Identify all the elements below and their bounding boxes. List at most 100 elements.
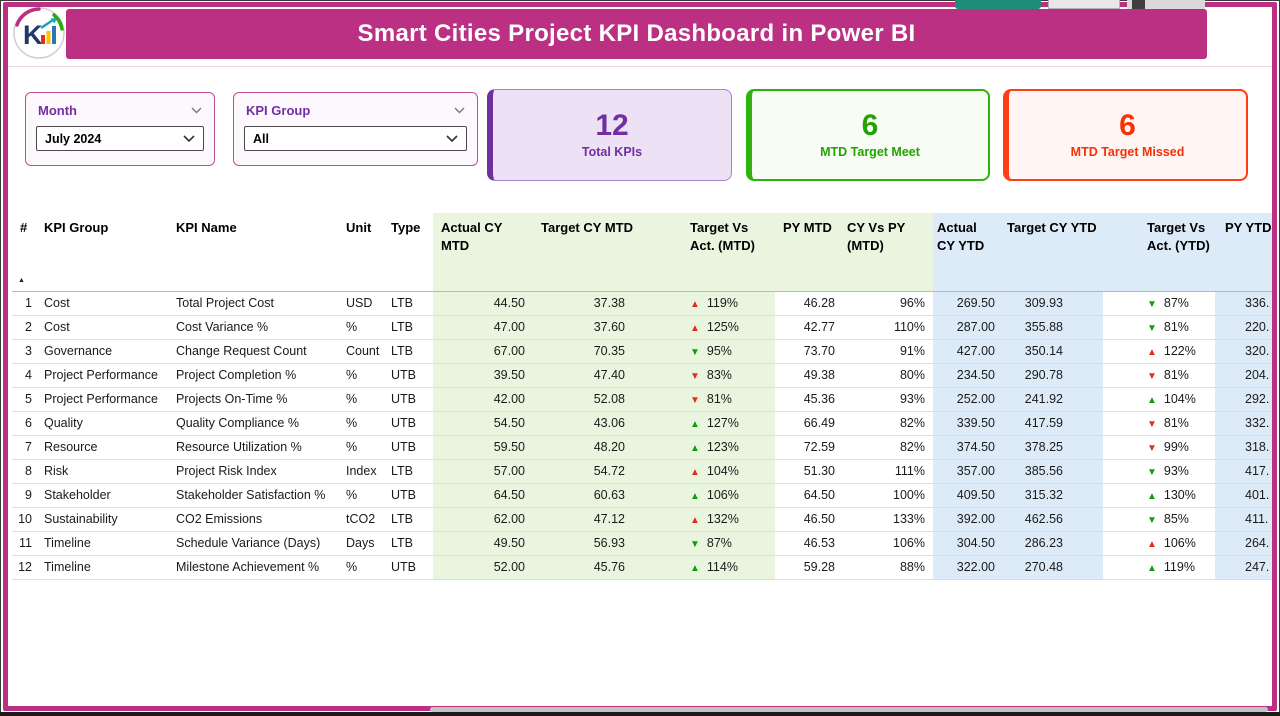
variance-percent: 95% — [706, 344, 732, 358]
up-arrow-icon: ▲ — [1147, 563, 1157, 574]
mtd-target-missed-label: MTD Target Missed — [1070, 145, 1185, 159]
cell-target-mtd: 70.35 — [533, 339, 635, 364]
window-bottom-edge — [0, 712, 1280, 716]
kpi-table-row[interactable]: 9 Stakeholder Stakeholder Satisfaction %% U… — [12, 483, 1272, 508]
col-header-py-mtd[interactable]: PY MTD — [775, 213, 839, 292]
cell-actual-ytd: 374.50 — [933, 435, 997, 460]
cell-target-ytd: 378.25 — [997, 435, 1103, 460]
kpi-table-row[interactable]: 1 Cost Total Project Cost USD LTB 44.50 37.38 ▲… — [12, 291, 1272, 316]
chevron-down-icon[interactable] — [191, 107, 202, 114]
kpi-table-container: # ▲ KPI Group KPI Name Unit Type Actual … — [12, 213, 1272, 595]
cell-tva-ytd: ▼ 87% — [1103, 291, 1215, 316]
col-header-index-label: # — [20, 220, 28, 235]
cell-py-ytd: 264. — [1215, 531, 1272, 556]
cell-name: Projects On-Time % — [174, 387, 346, 412]
kpi-logo: K — [13, 7, 65, 59]
cell-actual-mtd: 67.00 — [433, 339, 533, 364]
cell-target-ytd: 462.56 — [997, 507, 1103, 532]
cell-actual-mtd: 64.50 — [433, 483, 533, 508]
cell-unit: % — [346, 315, 391, 340]
cell-num: 10 — [12, 507, 42, 532]
cell-tva-mtd: ▲ 125% — [635, 315, 775, 340]
down-arrow-icon: ▼ — [1147, 443, 1157, 454]
cell-type: UTB — [391, 411, 433, 436]
cell-unit: Index — [346, 459, 391, 484]
cell-unit: Count — [346, 339, 391, 364]
cell-target-ytd: 290.78 — [997, 363, 1103, 388]
cell-group: Stakeholder — [42, 483, 174, 508]
kpi-table-row[interactable]: 8 Risk Project Risk Index Index LTB 57.00 54.7… — [12, 459, 1272, 484]
kpi-table-row[interactable]: 10 Sustainability CO2 Emissions tCO2 LTB 62.0… — [12, 507, 1272, 532]
kpi-table-row[interactable]: 4 Project Performance Project Completion %… — [12, 363, 1272, 388]
cell-tva-mtd: ▲ 106% — [635, 483, 775, 508]
col-header-type[interactable]: Type — [391, 213, 433, 292]
table-header-row: # ▲ KPI Group KPI Name Unit Type Actual … — [12, 213, 1272, 292]
cell-target-mtd: 37.38 — [533, 291, 635, 316]
cell-tva-ytd: ▼ 99% — [1103, 435, 1215, 460]
kpi-table-row[interactable]: 5 Project Performance Projects On-Time %% U… — [12, 387, 1272, 412]
cell-actual-mtd: 52.00 — [433, 555, 533, 580]
window-chrome-fragment — [955, 0, 1041, 9]
cell-tva-ytd: ▲ 104% — [1103, 387, 1215, 412]
month-dropdown[interactable]: July 2024 — [36, 126, 204, 151]
kpi-table-row[interactable]: 2 Cost Cost Variance %% LTB 47.00 37.60 ▲ 125% 4… — [12, 315, 1272, 340]
kpi-table-row[interactable]: 6 Quality Quality Compliance %% UTB 54.50 43.… — [12, 411, 1272, 436]
col-header-target-cy-ytd[interactable]: Target CY YTD — [997, 213, 1103, 292]
kpi-group-dropdown[interactable]: All — [244, 126, 467, 151]
mtd-target-meet-card: 6 MTD Target Meet — [746, 89, 990, 181]
col-header-target-cy-mtd[interactable]: Target CY MTD — [533, 213, 635, 292]
kpi-table-row[interactable]: 7 Resource Resource Utilization %% UTB 59.50… — [12, 435, 1272, 460]
col-header-py-ytd[interactable]: PY YTD — [1215, 213, 1272, 292]
col-header-actual-cy-mtd[interactable]: Actual CY MTD — [433, 213, 533, 292]
cell-num: 2 — [12, 315, 42, 340]
cell-actual-ytd: 322.00 — [933, 555, 997, 580]
cell-tva-mtd: ▲ 123% — [635, 435, 775, 460]
cell-group: Sustainability — [42, 507, 174, 532]
kpi-table-row[interactable]: 3 Governance Change Request Count Count LTB 6… — [12, 339, 1272, 364]
cell-actual-ytd: 269.50 — [933, 291, 997, 316]
col-header-kpi-group[interactable]: KPI Group — [42, 213, 174, 292]
svg-text:K: K — [23, 20, 43, 50]
col-header-unit[interactable]: Unit — [346, 213, 391, 292]
cell-unit: % — [346, 435, 391, 460]
cell-target-ytd: 315.32 — [997, 483, 1103, 508]
cell-num: 12 — [12, 555, 42, 580]
variance-percent: 81% — [1163, 320, 1189, 334]
cell-type: LTB — [391, 339, 433, 364]
cell-actual-ytd: 409.50 — [933, 483, 997, 508]
col-header-kpi-name[interactable]: KPI Name — [174, 213, 346, 292]
cell-py-mtd: 42.77 — [775, 315, 839, 340]
col-header-target-vs-act-ytd[interactable]: Target Vs Act. (YTD) — [1103, 213, 1215, 292]
cell-unit: % — [346, 411, 391, 436]
chevron-down-icon[interactable] — [454, 107, 465, 114]
kpi-table-row[interactable]: 11 Timeline Schedule Variance (Days) Days LT… — [12, 531, 1272, 556]
cell-num: 6 — [12, 411, 42, 436]
cell-tva-mtd: ▼ 81% — [635, 387, 775, 412]
cell-tva-ytd: ▼ 81% — [1103, 411, 1215, 436]
cell-cy-vs-py-mtd: 111% — [839, 459, 933, 484]
horizontal-scrollbar[interactable] — [430, 707, 1268, 712]
col-header-actual-cy-ytd[interactable]: Actual CY YTD — [933, 213, 997, 292]
cell-py-ytd: 401. — [1215, 483, 1272, 508]
cell-group: Risk — [42, 459, 174, 484]
cell-num: 1 — [12, 291, 42, 316]
sort-ascending-icon: ▲ — [18, 276, 25, 284]
col-header-target-vs-act-mtd[interactable]: Target Vs Act. (MTD) — [635, 213, 775, 292]
window-chrome-fragment — [1132, 0, 1145, 9]
cell-py-ytd: 411. — [1215, 507, 1272, 532]
cell-unit: % — [346, 387, 391, 412]
up-arrow-icon: ▲ — [690, 467, 700, 478]
variance-percent: 87% — [1163, 296, 1189, 310]
up-arrow-icon: ▲ — [690, 419, 700, 430]
kpi-table-body: 1 Cost Total Project Cost USD LTB 44.50 37.38 ▲… — [12, 291, 1272, 580]
col-header-index[interactable]: # ▲ — [12, 213, 42, 292]
kpi-table-row[interactable]: 12 Timeline Milestone Achievement %% UTB 52.… — [12, 555, 1272, 580]
cell-tva-ytd: ▼ 81% — [1103, 363, 1215, 388]
cell-cy-vs-py-mtd: 82% — [839, 435, 933, 460]
up-arrow-icon: ▲ — [690, 443, 700, 454]
cell-tva-mtd: ▼ 83% — [635, 363, 775, 388]
variance-percent: 104% — [706, 464, 739, 478]
mtd-target-missed-value: 6 — [1119, 109, 1136, 142]
col-header-cy-vs-py-mtd[interactable]: CY Vs PY (MTD) — [839, 213, 933, 292]
cell-actual-ytd: 357.00 — [933, 459, 997, 484]
